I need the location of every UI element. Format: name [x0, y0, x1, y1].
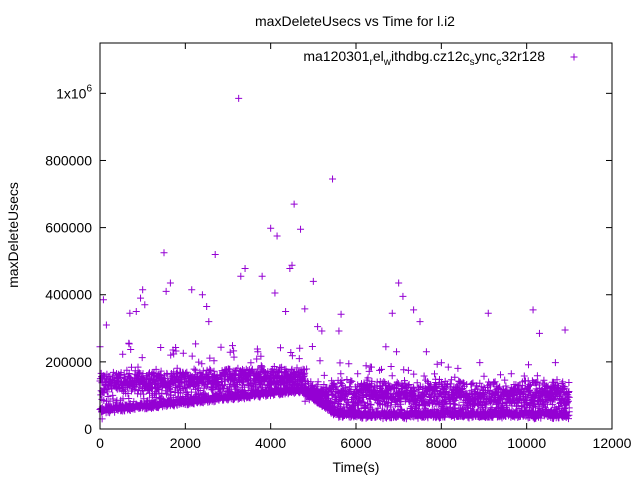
data-point [198, 291, 206, 299]
chart-title: maxDeleteUsecs vs Time for l.i2 [255, 13, 455, 29]
data-point [393, 348, 401, 356]
data-point [535, 329, 543, 337]
y-tick-label: 200000 [45, 354, 92, 370]
data-point [258, 272, 266, 280]
data-point [237, 272, 245, 280]
x-axis-label: Time(s) [333, 459, 380, 475]
data-point [126, 309, 134, 317]
legend-marker [570, 53, 578, 61]
data-point [297, 225, 305, 233]
y-tick-label: 400000 [45, 287, 92, 303]
data-point [288, 261, 296, 269]
data-point [335, 327, 343, 335]
data-point [337, 310, 345, 318]
x-tick-label: 0 [96, 435, 104, 451]
data-point [388, 309, 396, 317]
x-tick-label: 8000 [426, 435, 457, 451]
data-point [188, 286, 196, 294]
data-point [203, 302, 211, 310]
y-tick-label: 0 [84, 421, 92, 437]
y-tick-label: 600000 [45, 220, 92, 236]
y-axis-label: maxDeleteUsecs [5, 182, 21, 288]
data-point [162, 287, 170, 295]
data-point [160, 249, 168, 257]
data-point [399, 292, 407, 300]
data-point [241, 265, 249, 273]
y-tick-label: 800000 [45, 152, 92, 168]
data-point [166, 279, 174, 287]
legend-label: ma120301relwithdbg.cz12csyncc32r128 [303, 48, 545, 68]
x-tick-label: 12000 [593, 435, 632, 451]
data-point [102, 321, 110, 329]
data-point [395, 279, 403, 287]
data-point [271, 289, 279, 297]
x-tick-label: 4000 [255, 435, 286, 451]
data-point [235, 94, 243, 102]
data-point [410, 306, 418, 314]
data-point [282, 308, 290, 316]
data-point [422, 348, 430, 356]
x-tick-label: 2000 [170, 435, 201, 451]
data-point [141, 301, 149, 309]
data-point [139, 286, 147, 294]
axes: 0 2000 4000 6000 8000 10000 12000 0 200000 400000… [45, 43, 632, 451]
data-point [211, 250, 219, 258]
data-point [329, 175, 337, 183]
data-point [484, 309, 492, 317]
data-point [529, 306, 537, 314]
y-tick-label-exp: 1x106 [56, 83, 92, 101]
data-point [314, 323, 322, 331]
data-point [309, 277, 317, 285]
data-point [290, 200, 298, 208]
data-point [137, 294, 145, 302]
data-point [99, 296, 107, 304]
data-point [301, 305, 309, 313]
data-point [132, 308, 140, 316]
data-point [273, 232, 281, 240]
data-point [318, 327, 326, 335]
data-point [267, 224, 275, 232]
data-point-band [96, 339, 573, 423]
x-tick-label: 6000 [340, 435, 371, 451]
data-point [205, 318, 213, 326]
plot-frame [99, 42, 613, 430]
x-tick-label: 10000 [507, 435, 546, 451]
data-point [416, 318, 424, 326]
legend: ma120301relwithdbg.cz12csyncc32r128 [303, 48, 578, 68]
data-point [561, 326, 569, 334]
data-point [382, 343, 390, 351]
data-points [96, 94, 573, 423]
